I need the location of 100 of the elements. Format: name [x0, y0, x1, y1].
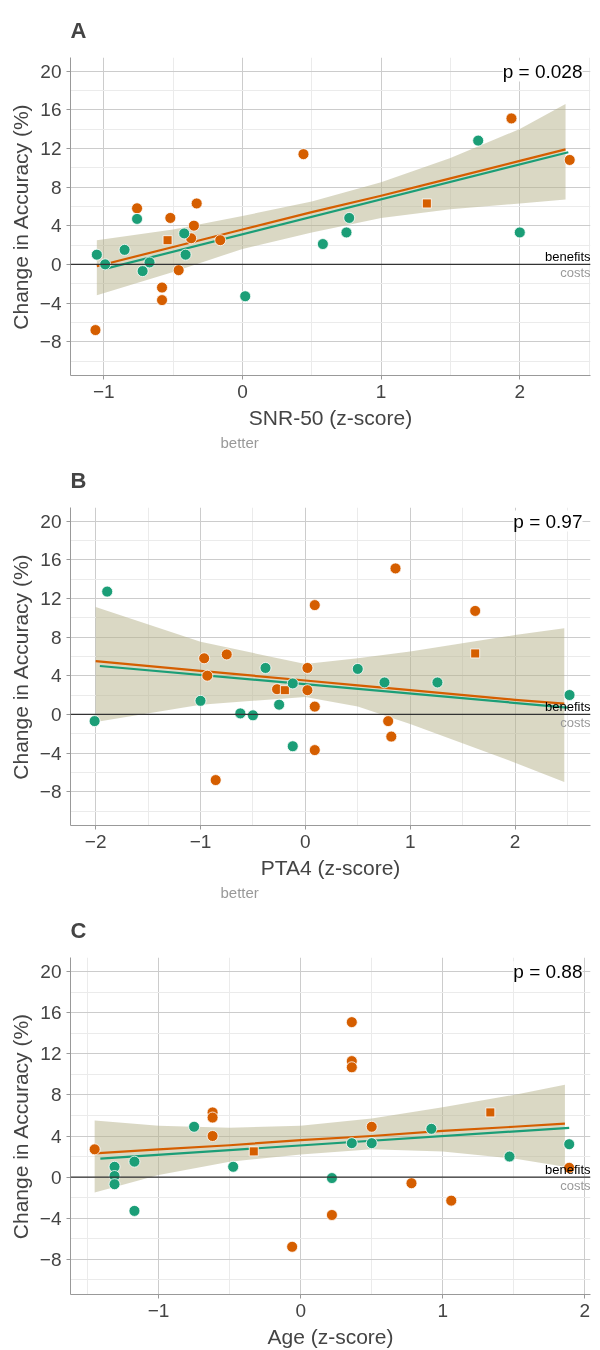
y-tick-label: −8 — [39, 331, 62, 353]
point — [188, 219, 200, 232]
point — [194, 694, 207, 707]
y-tick-label: 0 — [50, 253, 62, 275]
point — [505, 112, 518, 125]
annotation: costs — [560, 715, 591, 731]
y-tick-label: 8 — [50, 176, 62, 198]
point — [345, 1061, 358, 1074]
x-tick-label: 0 — [295, 1299, 306, 1321]
point — [503, 1150, 516, 1163]
point — [513, 226, 526, 239]
y-tick-label: −4 — [39, 742, 62, 764]
point — [425, 1122, 438, 1135]
point — [131, 213, 143, 225]
point — [563, 1138, 576, 1151]
point — [469, 605, 482, 617]
point — [201, 669, 214, 682]
y-tick-label: 0 — [50, 703, 62, 725]
x-tick-label: 2 — [514, 380, 526, 402]
point — [351, 663, 364, 675]
x-tick-label: 0 — [237, 380, 248, 402]
y-axis-title: Change in Accuracy (%) — [8, 1013, 32, 1240]
annotation: p = 0.97 — [513, 510, 583, 532]
point — [101, 585, 114, 598]
point — [563, 689, 576, 701]
y-tick-label: −8 — [39, 1248, 62, 1270]
point — [179, 248, 192, 261]
y-tick-label: 16 — [40, 99, 62, 121]
x-axis-title: PTA4 (z-score) — [260, 855, 401, 879]
annotation: p = 0.88 — [513, 961, 583, 983]
y-tick-label: 0 — [50, 1166, 62, 1188]
point — [297, 148, 310, 161]
point — [198, 652, 211, 665]
x-tick-label: 2 — [509, 830, 521, 852]
point — [378, 676, 391, 689]
y-tick-label: 20 — [40, 60, 62, 82]
text: better — [220, 433, 259, 451]
chart-title: B — [70, 467, 87, 493]
point — [162, 235, 173, 246]
point — [365, 1137, 378, 1150]
point — [445, 1194, 458, 1207]
point — [389, 562, 402, 575]
point — [431, 676, 444, 689]
point — [172, 264, 185, 277]
point — [108, 1178, 121, 1191]
point — [273, 698, 286, 711]
point — [209, 774, 222, 786]
annotation: benefits — [544, 1162, 591, 1178]
annotation: p = 0.028 — [502, 60, 583, 82]
annotation: benefits — [544, 249, 591, 265]
y-tick-label: 20 — [40, 510, 62, 532]
chart-title: A — [70, 17, 87, 43]
point — [340, 226, 353, 239]
point — [421, 198, 432, 209]
point — [563, 154, 576, 166]
point — [156, 281, 168, 294]
point — [485, 1107, 496, 1118]
x-axis-title: Age (z-score) — [267, 1324, 394, 1348]
y-tick-label: −4 — [39, 292, 62, 314]
text: better — [220, 883, 259, 901]
point — [308, 599, 321, 612]
y-tick-label: −8 — [39, 781, 62, 803]
point — [385, 730, 398, 743]
point — [131, 202, 143, 215]
point — [286, 1240, 299, 1253]
point — [190, 197, 203, 210]
annotation: costs — [560, 1178, 591, 1194]
point — [365, 1120, 378, 1133]
y-tick-label: 12 — [40, 137, 62, 159]
x-axis-title: SNR-50 (z-score) — [248, 405, 413, 429]
point — [470, 648, 481, 659]
point — [128, 1155, 141, 1168]
point — [188, 1120, 201, 1133]
y-tick-label: 12 — [40, 587, 62, 609]
y-tick-label: 4 — [50, 1125, 62, 1147]
point — [308, 700, 321, 713]
y-axis-title: Change in Accuracy (%) — [8, 554, 32, 780]
chart-title: C — [70, 917, 87, 943]
y-tick-label: −4 — [39, 1207, 62, 1229]
point — [280, 685, 290, 696]
y-tick-label: 16 — [40, 549, 62, 571]
point — [88, 1143, 101, 1156]
point — [472, 134, 485, 147]
x-tick-label: 1 — [437, 1299, 449, 1321]
x-tick-label: −1 — [92, 380, 115, 402]
point — [382, 715, 395, 727]
point — [90, 248, 103, 261]
point — [206, 1111, 219, 1124]
y-tick-label: 20 — [40, 961, 62, 983]
point — [308, 744, 321, 756]
point — [345, 1016, 358, 1029]
y-tick-label: 8 — [50, 626, 62, 648]
x-tick-label: −1 — [189, 830, 212, 852]
point — [156, 294, 168, 306]
y-tick-label: 4 — [50, 215, 62, 237]
point — [88, 715, 101, 727]
y-tick-label: 8 — [50, 1084, 62, 1106]
point — [214, 234, 227, 247]
x-tick-label: 1 — [404, 830, 416, 852]
y-tick-label: 16 — [40, 1002, 62, 1024]
